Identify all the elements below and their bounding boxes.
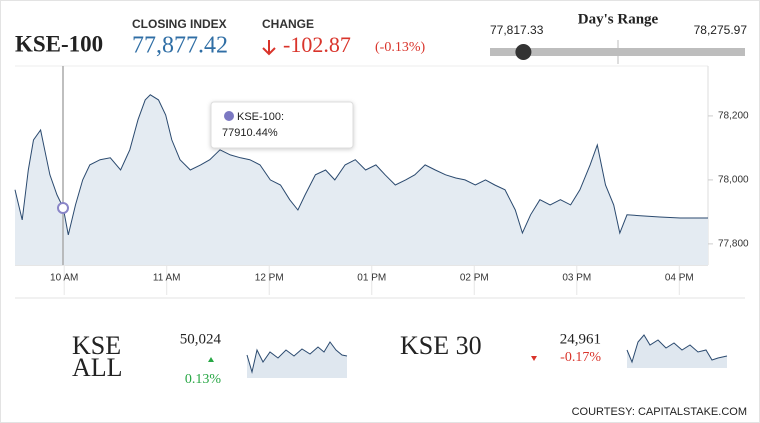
- range-knob: [515, 44, 532, 60]
- y-tick-label: 77,800: [718, 239, 749, 250]
- x-tick-label: 11 AM: [153, 273, 181, 284]
- closing-index: 77,877.42: [132, 33, 228, 59]
- down-arrow: [262, 40, 276, 56]
- range-low: 77,817.33: [490, 23, 544, 37]
- change-value: -102.87: [283, 32, 351, 57]
- y-tick-label: 78,000: [718, 175, 749, 186]
- sparkline: [246, 341, 348, 378]
- up-triangle: [208, 357, 214, 362]
- x-tick-label: 10 AM: [50, 273, 78, 284]
- footer: COURTESY: CAPITALSTAKE.COM: [572, 406, 747, 418]
- index-name: KSE 30: [400, 331, 482, 360]
- x-tick-label: 12 PM: [255, 273, 284, 284]
- x-tick-label: 02 PM: [460, 273, 489, 284]
- hover-point: [57, 202, 69, 214]
- tooltip-dot: [224, 111, 234, 121]
- down-triangle: [531, 356, 537, 361]
- sparkline: [626, 334, 728, 368]
- tooltip-value: 77910.44%: [222, 127, 278, 139]
- change-label: CHANGE: [262, 17, 314, 31]
- closing-label: CLOSING INDEX: [132, 17, 227, 31]
- y-tick-label: 78,200: [718, 111, 749, 122]
- x-tick-label: 04 PM: [665, 273, 694, 284]
- price-line: [14, 94, 708, 236]
- index-value: 50,024: [180, 331, 222, 347]
- index-value: 24,961: [560, 331, 601, 347]
- index-title: KSE-100: [15, 31, 103, 56]
- tooltip-box: [210, 101, 354, 149]
- range-high: 78,275.97: [694, 23, 748, 37]
- range-title: Day's Range: [578, 11, 659, 27]
- x-tick-label: 03 PM: [562, 273, 591, 284]
- index-name: KSE ALL: [72, 331, 123, 382]
- index-change: 0.13%: [185, 372, 222, 387]
- tooltip-series: KSE-100:: [237, 111, 284, 123]
- x-tick-label: 01 PM: [357, 273, 386, 284]
- index-change: -0.17%: [560, 350, 601, 365]
- change-percent: (-0.13%): [375, 40, 425, 55]
- area-fill: [15, 94, 708, 265]
